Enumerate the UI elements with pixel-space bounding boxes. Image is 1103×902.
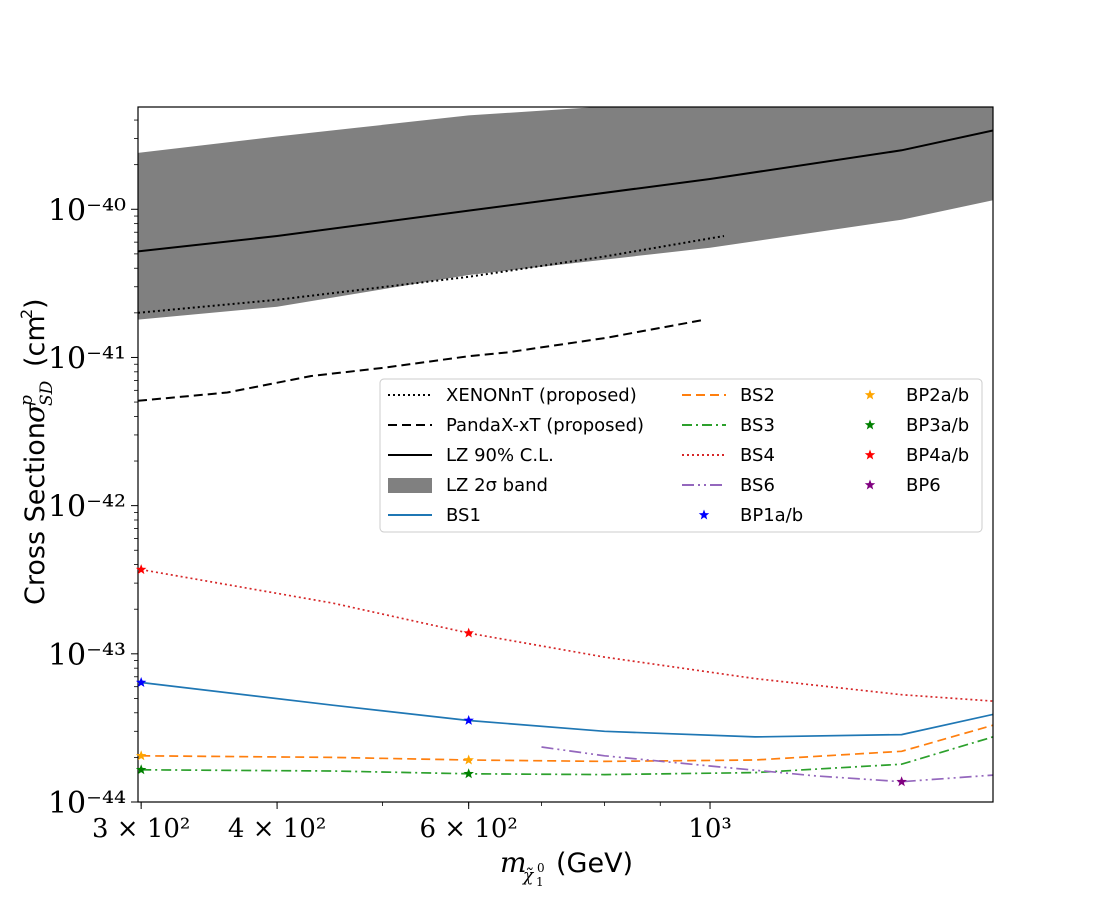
marker-bp3a-b-1 (463, 768, 474, 779)
y-tick-label: 10⁻⁴⁴ (48, 786, 126, 821)
plot-frame (137, 106, 994, 803)
x-tick-label: 6 × 10² (419, 814, 517, 844)
legend-label-xenonnt-proposed: XENONnT (proposed) (446, 385, 637, 406)
legend-label-bp2a-b: BP2a/b (906, 385, 969, 406)
legend-label-bp4a-b: BP4a/b (906, 445, 969, 466)
series-line-bs2 (141, 724, 993, 763)
svg-text:1: 1 (536, 875, 544, 889)
legend-box (379, 378, 983, 533)
legend-label-bs4: BS4 (740, 445, 775, 466)
legend-label-bp6: BP6 (906, 475, 941, 496)
marker-bp1a-b-1 (463, 714, 474, 725)
legend-label-bs1: BS1 (446, 505, 481, 526)
legend-label-bp1a-b: BP1a/b (740, 505, 803, 526)
svg-text:(cm: (cm (20, 315, 51, 367)
marker-bp2a-b-1 (463, 754, 474, 765)
legend-label-bp3a-b: BP3a/b (906, 415, 969, 436)
svg-text:0: 0 (537, 861, 545, 875)
x-axis-label: m χ̃ 0 1 (GeV) (500, 846, 633, 889)
plot-area (138, 107, 993, 783)
x-tick-label: 3 × 10² (92, 814, 190, 844)
series-line-xenonnt-proposed (138, 235, 725, 314)
legend-label-bs6: BS6 (740, 475, 775, 496)
marker-bp4a-b-0 (135, 564, 147, 575)
legend-swatch-bp3a-b (864, 419, 876, 430)
svg-text:2: 2 (17, 309, 36, 319)
series-line-bs4 (141, 568, 993, 702)
y-tick-label: 10⁻⁴¹ (48, 341, 126, 376)
legend-swatch-bp4a-b (864, 449, 876, 460)
svg-text:Cross Section: Cross Section (20, 422, 51, 605)
svg-text:(GeV): (GeV) (556, 848, 633, 879)
legend-label-bs2: BS2 (740, 385, 775, 406)
series-line-bs3 (141, 736, 993, 776)
svg-text:σ: σ (18, 403, 51, 423)
marker-bp3a-b-0 (135, 764, 147, 775)
legend-label-lz-90-c-l: LZ 90% C.L. (446, 445, 554, 466)
legend-label-bs3: BS3 (740, 415, 775, 436)
series-line-lz-90-c-l (138, 129, 993, 253)
series-line-bs6 (541, 746, 993, 783)
y-tick-label: 10⁻⁴² (48, 490, 126, 525)
marker-bp6-0 (896, 776, 907, 787)
marker-bp4a-b-1 (463, 627, 474, 638)
marker-bp1a-b-0 (135, 677, 147, 687)
legend-swatch-bp2a-b (864, 389, 876, 400)
lz-2sigma-band (138, 107, 993, 320)
legend-swatch-bp6 (864, 479, 876, 490)
y-tick-label: 10⁻⁴⁰ (48, 193, 126, 228)
svg-text:p: p (17, 395, 37, 406)
svg-text:SD: SD (37, 380, 57, 406)
legend-swatch-bp1a-b (698, 509, 710, 520)
svg-text:): ) (20, 298, 51, 309)
marker-bp2a-b-0 (135, 750, 147, 761)
series-line-bs1 (141, 681, 993, 738)
svg-text:χ̃: χ̃ (522, 866, 535, 886)
legend-swatch-lz-2-band (388, 478, 432, 493)
y-tick-label: 10⁻⁴³ (48, 638, 126, 673)
legend-label-pandax-xt-proposed: PandaX-xT (proposed) (446, 415, 644, 436)
x-tick-label: 4 × 10² (228, 814, 326, 844)
svg-text:m: m (500, 846, 527, 879)
series-line-pandax-xt-proposed (138, 318, 706, 402)
axes: 3 × 10² 4 × 10² 6 × 10² 10³ 10⁻⁴⁴ 10⁻⁴³ 10⁻⁴² 1… (48, 119, 732, 844)
legend-label-lz-2-band: LZ 2σ band (446, 475, 548, 496)
y-axis-label: Cross Section σ p SD (cm 2 ) (17, 298, 57, 605)
legend: XENONnT (proposed) PandaX-xT (proposed) LZ… (379, 378, 983, 533)
x-tick-label: 10³ (688, 814, 732, 844)
